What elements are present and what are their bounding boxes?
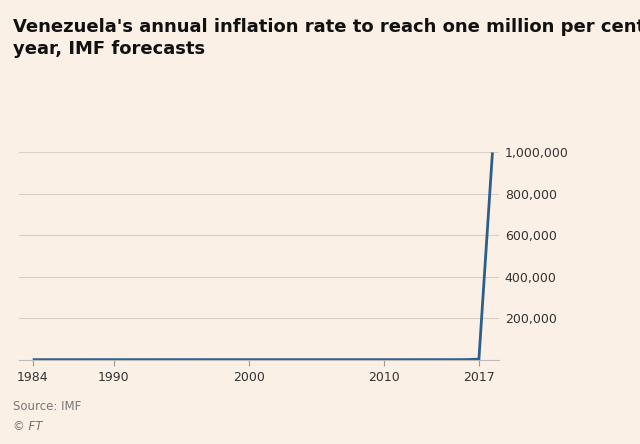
- Text: Source: IMF: Source: IMF: [13, 400, 81, 413]
- Text: © FT: © FT: [13, 420, 42, 433]
- Text: Venezuela's annual inflation rate to reach one million per cent this
year, IMF f: Venezuela's annual inflation rate to rea…: [13, 18, 640, 58]
